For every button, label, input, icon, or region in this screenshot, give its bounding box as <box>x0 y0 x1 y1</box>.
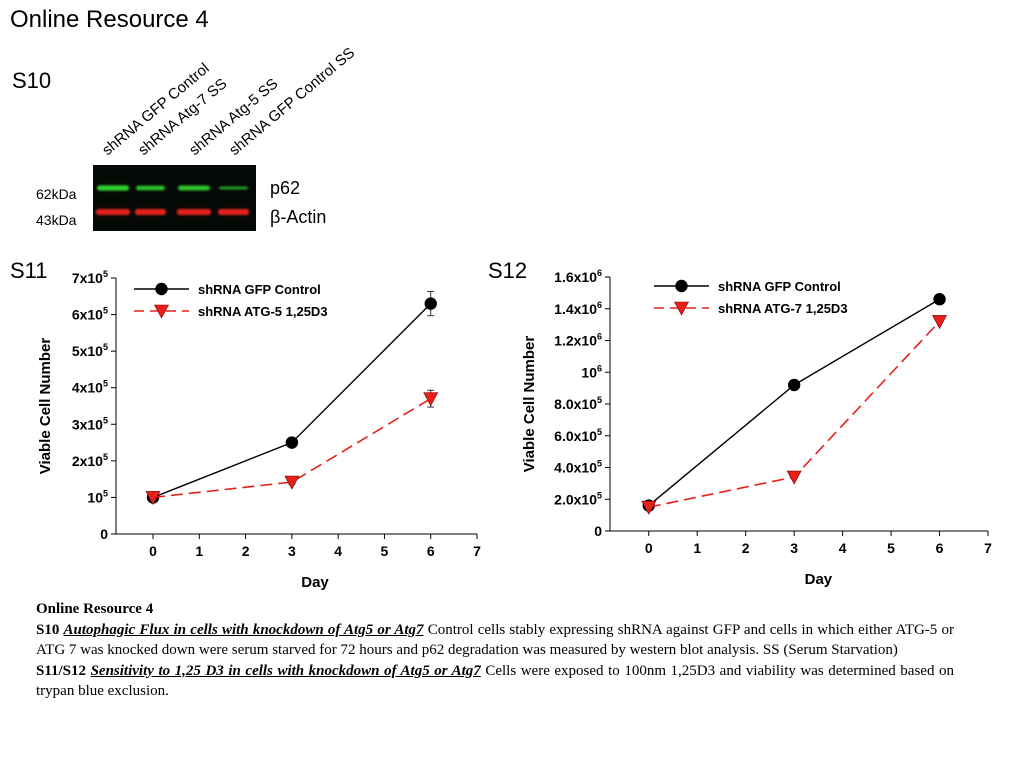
x-axis-label: Day <box>301 574 329 591</box>
y-tick-label: 106 <box>581 363 602 380</box>
caption-s10-label: S10 <box>36 621 60 638</box>
y-tick-label: 4x105 <box>72 379 108 396</box>
y-tick-label: 5x105 <box>72 342 108 359</box>
x-tick-label: 5 <box>381 543 389 559</box>
caption-s11-s12-body: Cells were exposed to 100nm 1,25D3 and v… <box>36 662 954 700</box>
data-point <box>145 491 161 506</box>
caption-s11-s12-label: S11/S12 <box>36 662 87 679</box>
y-tick-label: 4.0x105 <box>554 459 602 476</box>
x-tick-label: 7 <box>473 543 481 559</box>
legend-marker <box>673 301 690 316</box>
data-point <box>786 470 802 485</box>
y-axis-label: Viable Cell Number <box>521 336 538 473</box>
x-axis-label: Day <box>805 571 833 588</box>
x-tick-label: 5 <box>887 540 895 556</box>
y-tick-label: 6x105 <box>72 306 108 323</box>
p62-band <box>219 186 248 190</box>
legend-label: shRNA GFP Control <box>718 279 841 294</box>
panel-label-s10: S10 <box>12 68 52 93</box>
marker-label-43kda: 43kDa <box>36 212 77 228</box>
data-point <box>932 315 948 330</box>
data-point <box>641 500 657 515</box>
caption-s10-heading: Autophagic Flux in cells with knockdown … <box>63 621 424 638</box>
x-tick-label: 2 <box>242 543 250 559</box>
p62-band <box>136 185 165 191</box>
x-tick-label: 0 <box>645 540 653 556</box>
p62-band <box>97 185 129 191</box>
data-point <box>933 293 946 306</box>
page-title: Online Resource 4 <box>10 6 209 33</box>
y-tick-label: 0 <box>594 523 602 539</box>
x-tick-label: 1 <box>195 543 203 559</box>
y-axis-label: Viable Cell Number <box>37 338 54 475</box>
data-point <box>424 297 437 310</box>
x-tick-label: 4 <box>839 540 847 556</box>
legend-marker <box>153 304 170 319</box>
legend-label: shRNA ATG-5 1,25D3 <box>198 304 328 319</box>
y-tick-label: 0 <box>100 526 108 542</box>
caption-title: Online Resource 4 <box>36 601 154 617</box>
y-tick-label: 3x105 <box>72 415 108 432</box>
y-tick-label: 1.6x106 <box>554 268 602 285</box>
x-tick-label: 3 <box>288 543 296 559</box>
western-blot-image <box>93 165 256 231</box>
legend-marker <box>675 279 688 293</box>
y-tick-label: 8.0x105 <box>554 395 602 412</box>
legend-marker <box>155 282 168 296</box>
x-tick-label: 4 <box>334 543 342 559</box>
marker-label-62kda: 62kDa <box>36 186 77 202</box>
y-tick-label: 2.0x105 <box>554 490 602 507</box>
data-point <box>284 475 300 490</box>
x-tick-label: 6 <box>427 543 435 559</box>
x-tick-label: 3 <box>790 540 798 556</box>
panel-label-s11: S11 <box>10 258 48 283</box>
series-line <box>152 397 432 499</box>
x-tick-label: 2 <box>742 540 750 556</box>
actin-band <box>218 209 249 215</box>
caption-s10-body: Control cells stably expressing shRNA ag… <box>36 621 954 659</box>
y-tick-label: 6.0x105 <box>554 427 602 444</box>
figure-caption: Online Resource 4 S10 Autophagic Flux in… <box>36 599 954 702</box>
y-tick-label: 2x105 <box>72 452 108 469</box>
caption-s11-s12-paragraph: S11/S12 Sensitivity to 1,25 D3 in cells … <box>36 661 954 702</box>
actin-band <box>177 209 211 215</box>
data-point <box>423 392 439 407</box>
actin-band <box>96 209 130 215</box>
x-tick-label: 7 <box>984 540 992 556</box>
y-tick-label: 7x105 <box>72 269 108 286</box>
legend-label: shRNA ATG-7 1,25D3 <box>718 301 848 316</box>
x-tick-label: 6 <box>936 540 944 556</box>
x-tick-label: 0 <box>149 543 157 559</box>
y-tick-label: 1.4x106 <box>554 300 602 317</box>
data-point <box>787 378 801 392</box>
y-tick-label: 105 <box>87 488 108 505</box>
caption-s11-s12-heading: Sensitivity to 1,25 D3 in cells with kno… <box>90 662 481 679</box>
x-tick-label: 1 <box>693 540 701 556</box>
band-label-p62: p62 <box>270 178 301 198</box>
data-point <box>285 436 299 449</box>
panel-label-s12: S12 <box>488 258 528 283</box>
y-tick-label: 1.2x106 <box>554 332 602 349</box>
band-label-actin: β-Actin <box>270 207 327 227</box>
caption-s10-paragraph: S10 Autophagic Flux in cells with knockd… <box>36 620 954 661</box>
p62-band <box>178 185 210 191</box>
actin-band <box>135 209 166 215</box>
legend-label: shRNA GFP Control <box>198 282 321 297</box>
